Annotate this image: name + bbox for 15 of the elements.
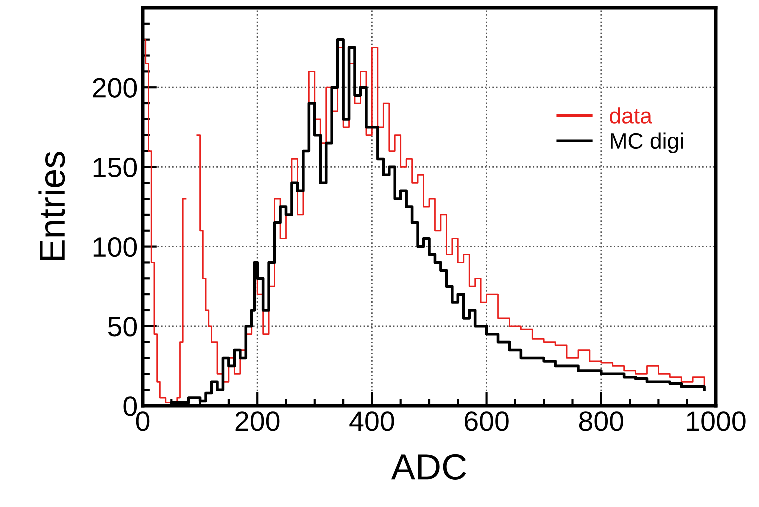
x-tick-label: 200 [236,412,280,432]
y-tick-label: 150 [94,158,138,178]
legend-label: MC digi [611,132,684,154]
x-tick-label: 800 [579,412,624,432]
y-tick-label: 50 [108,317,138,337]
y-tick-label: 0 [124,396,138,416]
x-axis-title: ADC [391,454,466,480]
x-tick-label: 600 [465,412,509,432]
x-tick-label: 400 [350,412,394,432]
y-tick-label: 200 [93,78,138,98]
y-axis-title: Entries [38,152,66,260]
x-tick-label: 0 [136,412,150,432]
x-tick-label: 1000 [687,412,746,432]
y-tick-label: 100 [94,237,138,258]
legend-label: data [610,108,652,124]
